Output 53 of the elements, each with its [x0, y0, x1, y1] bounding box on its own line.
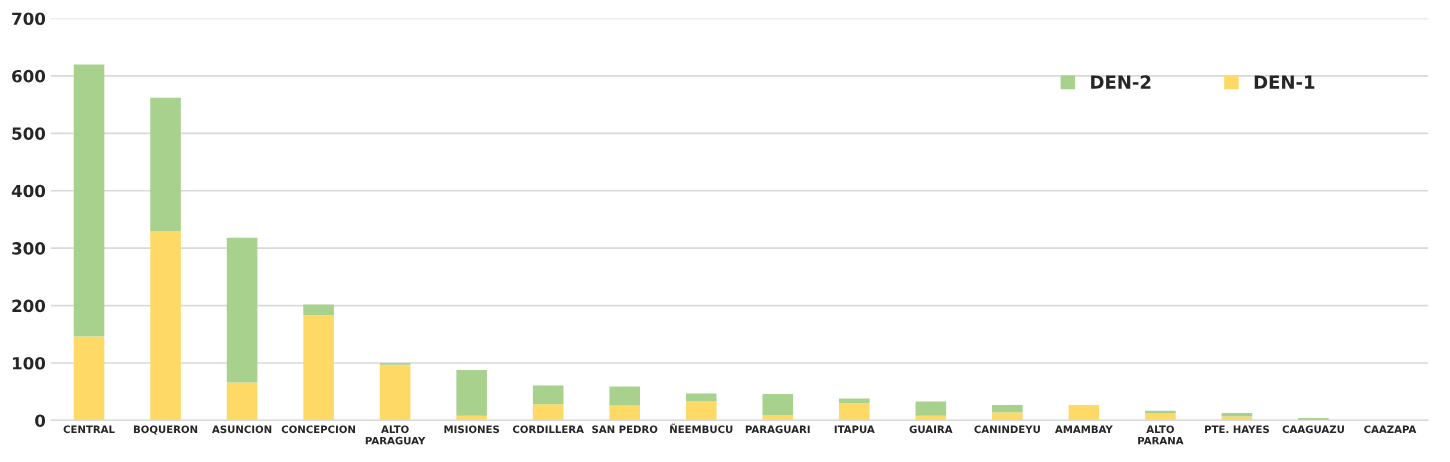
legend-label: DEN-2 [1091, 75, 1151, 89]
bar [1068, 404, 1100, 421]
bar [992, 412, 1023, 421]
y-tick-label: 600 [12, 69, 46, 83]
y-tick-label: 700 [12, 12, 46, 26]
x-tick-label: CONCEPCION [281, 425, 355, 434]
x-tick-label: CORDILLERA [512, 425, 584, 434]
bar [1221, 416, 1253, 421]
bar [150, 230, 181, 421]
x-tick-label: CANINDEYU [974, 425, 1040, 434]
x-tick-label: PTE. HAYES [1205, 425, 1269, 434]
x-tick-label: ÑEEMBUCU [670, 423, 733, 434]
x-tick-label: PARAGUARI [745, 425, 810, 434]
bar [915, 401, 947, 416]
x-tick-label: CAAGUAZU [1282, 425, 1344, 434]
x-tick-label: AMAMBAY [1055, 425, 1113, 433]
x-tick-label: ALTO PARANA [1138, 425, 1184, 445]
bar [532, 385, 564, 405]
bar [456, 369, 487, 416]
bar [685, 393, 717, 402]
y-tick-label: 400 [11, 184, 46, 198]
x-tick-label: ASUNCION [212, 425, 272, 434]
bar [685, 401, 717, 421]
x-tick-label: ALTO PARAGUAY [365, 425, 426, 445]
x-tick-label: SAN PEDRO [592, 425, 658, 434]
x-tick-label: CAAZAPA [1364, 425, 1417, 434]
bar [609, 405, 641, 421]
bar [609, 386, 641, 406]
y-tick-label: 0 [35, 414, 46, 427]
bar [992, 404, 1023, 413]
bar [762, 394, 794, 416]
y-tick-label: 500 [12, 127, 46, 140]
y-tick-label: 300 [12, 242, 46, 255]
bar [226, 237, 258, 383]
bar [1145, 410, 1176, 414]
bar [303, 304, 334, 316]
y-tick-label: 200 [12, 299, 46, 313]
x-tick-label: MISIONES [444, 425, 500, 434]
bar [379, 364, 411, 421]
bar [762, 415, 794, 421]
x-tick-label: CENTRAL [63, 425, 115, 434]
bar [73, 336, 105, 421]
x-tick-label: ITAPUA [834, 425, 875, 434]
bar [226, 382, 258, 421]
bar [73, 64, 105, 337]
bar [532, 404, 564, 421]
bar [838, 403, 870, 421]
bar [303, 315, 334, 421]
legend-label: DEN-1 [1254, 75, 1315, 89]
bar [150, 97, 181, 231]
x-tick-label: BOQUERON [133, 425, 198, 435]
x-tick-label: GUAIRA [909, 425, 953, 434]
y-tick-label: 100 [12, 356, 46, 370]
